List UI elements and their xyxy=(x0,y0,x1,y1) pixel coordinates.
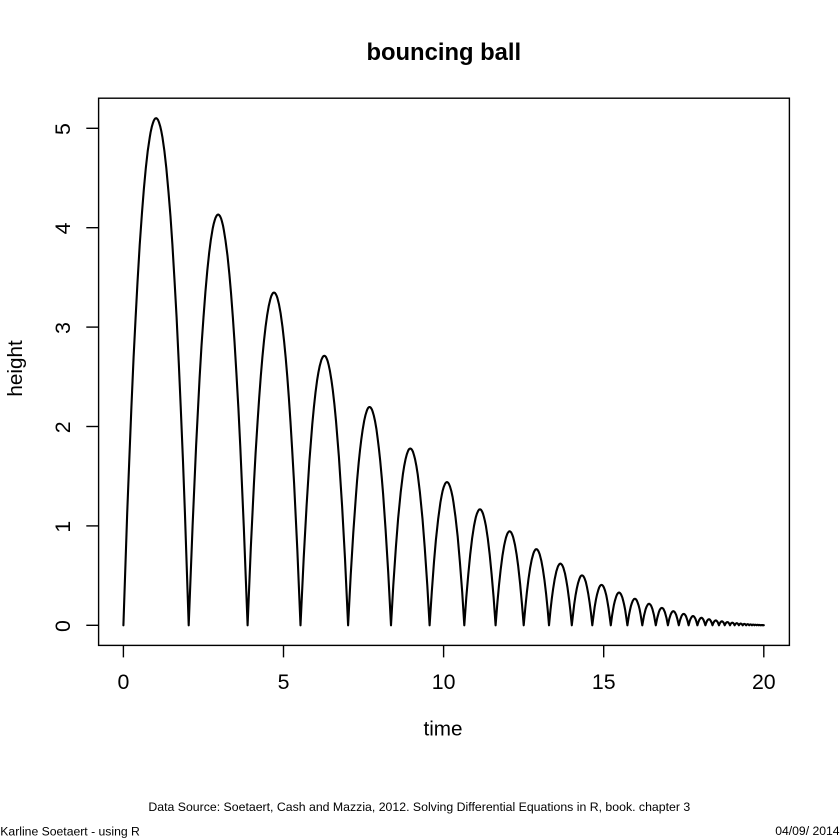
svg-text:04/09/ 2014: 04/09/ 2014 xyxy=(775,824,840,838)
svg-text:15: 15 xyxy=(592,670,616,694)
svg-text:Data Source: Soetaert, Cash an: Data Source: Soetaert, Cash and Mazzia, … xyxy=(148,800,690,814)
svg-text:bouncing ball: bouncing ball xyxy=(366,39,521,66)
svg-text:3: 3 xyxy=(51,322,75,334)
svg-text:20: 20 xyxy=(752,670,776,694)
svg-text:time: time xyxy=(423,718,462,741)
svg-text:height: height xyxy=(4,340,27,397)
svg-text:5: 5 xyxy=(51,123,75,135)
svg-text:0: 0 xyxy=(117,670,129,694)
svg-text:10: 10 xyxy=(432,670,456,694)
svg-text:5: 5 xyxy=(278,670,290,694)
svg-text:0: 0 xyxy=(51,620,75,632)
svg-text:4: 4 xyxy=(51,222,75,234)
svg-text:Karline Soetaert - using R: Karline Soetaert - using R xyxy=(0,825,140,839)
svg-text:2: 2 xyxy=(51,421,75,433)
svg-text:1: 1 xyxy=(51,521,75,533)
